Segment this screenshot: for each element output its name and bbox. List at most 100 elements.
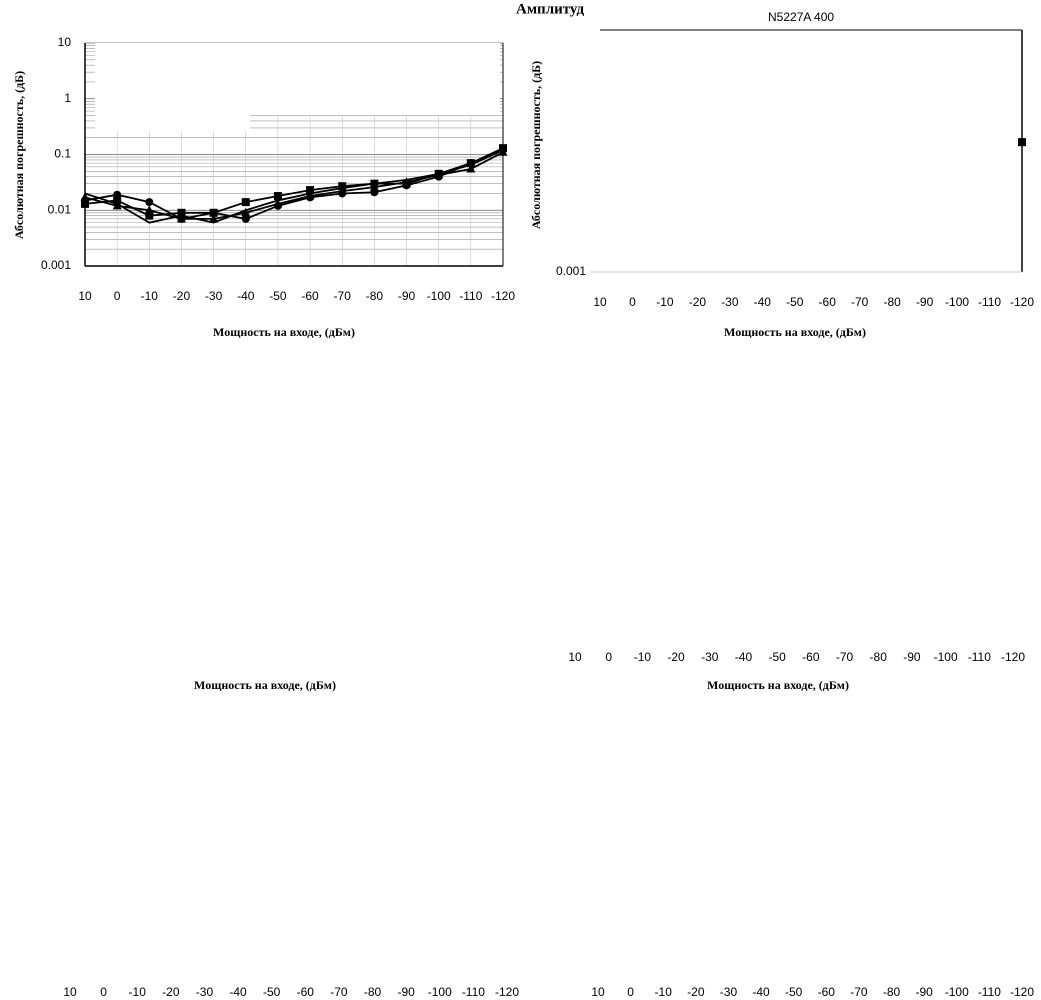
marker (145, 198, 154, 207)
x-tick-label: -90 (915, 985, 933, 999)
x-tick-label: -120 (1010, 295, 1034, 309)
x-tick-label: -20 (162, 985, 180, 999)
x-tick-label: -50 (768, 650, 786, 664)
x-tick-label: -70 (330, 985, 348, 999)
x-tick-label: -10 (655, 985, 673, 999)
marker (113, 196, 122, 205)
x-tick-label: -50 (263, 985, 281, 999)
x-tick-label: -20 (667, 650, 685, 664)
x-tick-label: -30 (701, 650, 719, 664)
x-tick-label: -50 (786, 295, 804, 309)
x-tick-label: -60 (297, 985, 315, 999)
y-axis-label: Абсолютная погрешность, (дБ) (12, 71, 26, 239)
x-tick-label: -10 (634, 650, 652, 664)
marker (144, 205, 154, 214)
x-tick-label: -110 (978, 295, 1001, 309)
x-tick-label: -120 (491, 289, 515, 303)
marker (402, 177, 412, 186)
x-tick-label: -120 (495, 985, 519, 999)
x-tick-label: 10 (78, 289, 92, 303)
x-tick-label: -60 (818, 985, 836, 999)
marker (177, 208, 186, 217)
x-tick-label: -110 (978, 985, 1001, 999)
x-tick-label: -50 (269, 289, 287, 303)
marker (498, 147, 508, 156)
x-tick-label: -100 (427, 289, 451, 303)
x-axis-label: Мощность на входе, (дБм) (707, 678, 849, 692)
x-tick-label: -40 (229, 985, 247, 999)
marker (241, 214, 250, 223)
series-line (84, 149, 504, 224)
x-tick-label: 10 (591, 985, 605, 999)
x-tick-label: -20 (687, 985, 705, 999)
marker (1018, 138, 1026, 147)
x-tick-label: -110 (459, 289, 482, 303)
x-tick-label: -20 (689, 295, 707, 309)
marker (305, 191, 315, 200)
y-tick-label: 0.1 (54, 147, 71, 161)
x-tick-label: 10 (63, 985, 77, 999)
x-tick-label: -70 (850, 985, 868, 999)
x-tick-label: -10 (656, 295, 674, 309)
x-tick-label: -70 (851, 295, 869, 309)
x-tick-label: 0 (605, 650, 612, 664)
marker (209, 213, 219, 223)
marker (273, 192, 282, 201)
x-tick-label: -120 (1001, 650, 1025, 664)
x-tick-label: -100 (945, 295, 969, 309)
y-tick-label: 0.001 (556, 264, 586, 278)
y-tick-label: 0.01 (48, 202, 72, 216)
x-tick-label: -110 (968, 650, 991, 664)
x-tick-label: -80 (870, 650, 888, 664)
x-axis-label: Мощность на входе, (дБм) (213, 325, 355, 339)
marker (241, 198, 250, 207)
x-tick-label: -60 (802, 650, 820, 664)
x-tick-label: 10 (593, 295, 607, 309)
x-tick-label: -40 (752, 985, 770, 999)
x-tick-label: -20 (173, 289, 191, 303)
chart-title: N5227A 400 (768, 10, 834, 24)
x-tick-label: -60 (819, 295, 837, 309)
marker (80, 192, 90, 201)
x-tick-label: 0 (114, 289, 121, 303)
x-tick-label: -80 (364, 985, 382, 999)
marker (112, 200, 122, 210)
marker (113, 190, 122, 199)
y-tick-label: 10 (58, 35, 72, 49)
marker (273, 198, 283, 208)
x-tick-label: -90 (398, 289, 416, 303)
x-tick-label: -40 (754, 295, 772, 309)
x-tick-label: -40 (735, 650, 753, 664)
x-tick-label: -80 (883, 985, 901, 999)
marker (306, 186, 315, 195)
x-tick-label: -80 (883, 295, 901, 309)
x-axis-label: Мощность на входе, (дБм) (724, 325, 866, 339)
x-tick-label: -110 (462, 985, 485, 999)
x-tick-label: -90 (397, 985, 415, 999)
x-tick-label: 0 (627, 985, 634, 999)
x-tick-label: -10 (141, 289, 159, 303)
x-tick-label: 0 (100, 985, 107, 999)
x-tick-label: -90 (903, 650, 921, 664)
x-tick-label: -70 (334, 289, 352, 303)
marker (209, 208, 218, 217)
series-line (84, 151, 504, 220)
x-tick-label: -50 (785, 985, 803, 999)
legend-cover (95, 43, 500, 115)
y-axis-label: Абсолютная погрешность, (дБ) (529, 61, 543, 229)
x-tick-label: -80 (366, 289, 384, 303)
x-tick-label: 10 (568, 650, 582, 664)
x-tick-label: -60 (301, 289, 319, 303)
x-tick-label: -100 (428, 985, 452, 999)
marker (369, 182, 379, 191)
x-tick-label: -30 (205, 289, 223, 303)
marker (176, 213, 186, 223)
x-tick-label: -100 (945, 985, 969, 999)
x-tick-label: -120 (1010, 985, 1034, 999)
chart-title: Амплитуд (516, 1, 584, 17)
x-tick-label: -30 (721, 295, 739, 309)
x-tick-label: -70 (836, 650, 854, 664)
marker (241, 207, 251, 217)
x-tick-label: -40 (237, 289, 255, 303)
x-axis-label: Мощность на входе, (дБм) (194, 678, 336, 692)
